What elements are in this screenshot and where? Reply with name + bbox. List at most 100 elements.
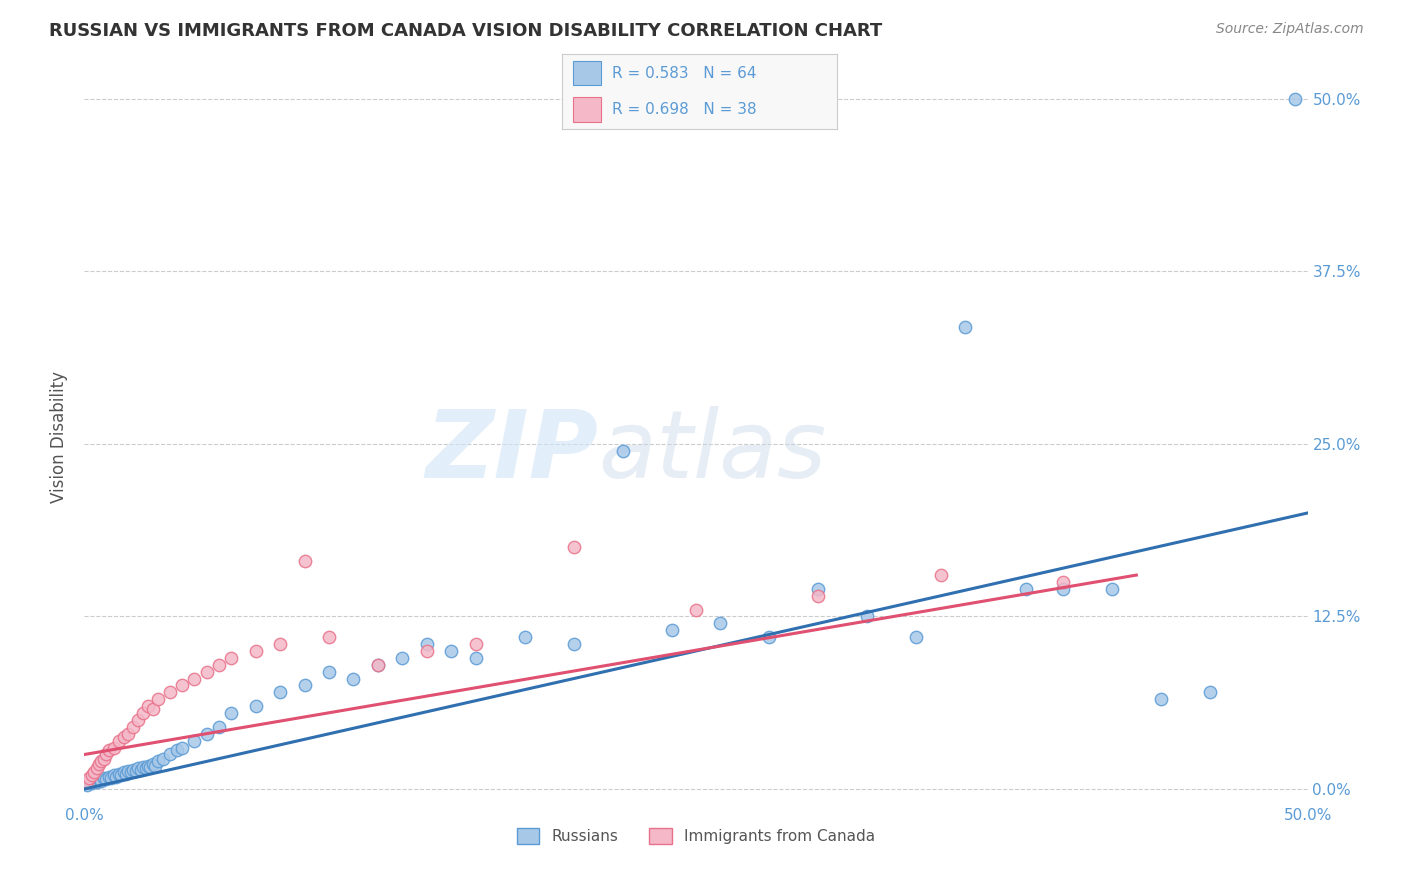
Point <box>96 747 118 762</box>
Point <box>1015 582 1038 596</box>
Point <box>142 702 165 716</box>
Point <box>195 727 218 741</box>
Point <box>97 770 120 784</box>
Point <box>416 644 439 658</box>
Point <box>110 768 132 782</box>
Point <box>294 554 316 568</box>
Point <box>132 760 155 774</box>
Point <box>83 773 105 788</box>
Point <box>709 616 731 631</box>
Point <box>807 582 830 596</box>
Point <box>87 772 110 787</box>
Point <box>139 760 162 774</box>
Point <box>245 644 267 658</box>
Point <box>80 776 103 790</box>
Text: Source: ZipAtlas.com: Source: ZipAtlas.com <box>1216 22 1364 37</box>
Point <box>107 733 129 747</box>
Point <box>269 685 291 699</box>
Point <box>77 775 100 789</box>
Point <box>96 772 118 787</box>
Legend: Russians, Immigrants from Canada: Russians, Immigrants from Canada <box>510 822 882 850</box>
Point <box>1052 574 1074 589</box>
Text: RUSSIAN VS IMMIGRANTS FROM CANADA VISION DISABILITY CORRELATION CHART: RUSSIAN VS IMMIGRANTS FROM CANADA VISION… <box>49 22 883 40</box>
Point <box>269 637 291 651</box>
Point <box>107 767 129 781</box>
Point <box>86 775 108 789</box>
Point <box>391 651 413 665</box>
Point <box>112 730 135 744</box>
Point <box>342 672 364 686</box>
Point <box>159 747 181 762</box>
Point <box>112 765 135 780</box>
Point <box>318 630 340 644</box>
Point <box>115 767 138 781</box>
Point <box>416 637 439 651</box>
Point <box>146 692 169 706</box>
Point <box>120 765 142 780</box>
Point <box>1101 582 1123 596</box>
Point <box>172 740 194 755</box>
Point <box>117 727 139 741</box>
Point <box>208 720 231 734</box>
Text: ZIP: ZIP <box>425 406 598 498</box>
Point <box>136 699 159 714</box>
Point <box>562 637 585 651</box>
Point <box>562 541 585 555</box>
Point <box>464 637 486 651</box>
Point <box>93 751 115 765</box>
Point <box>125 764 148 778</box>
Point <box>1052 582 1074 596</box>
Point <box>86 761 108 775</box>
Point <box>122 720 145 734</box>
Point <box>136 758 159 772</box>
Point <box>513 630 536 644</box>
Point <box>135 761 157 775</box>
Point <box>856 609 879 624</box>
Point <box>219 706 242 720</box>
Point <box>367 657 389 672</box>
Point <box>183 672 205 686</box>
Point <box>807 589 830 603</box>
Point <box>367 657 389 672</box>
Point <box>117 764 139 778</box>
Point <box>90 755 112 769</box>
Point <box>159 685 181 699</box>
Point <box>100 771 122 785</box>
Point <box>318 665 340 679</box>
Point <box>1198 685 1220 699</box>
Point <box>122 763 145 777</box>
Point <box>93 771 115 785</box>
Point <box>905 630 928 644</box>
Point <box>661 624 683 638</box>
Point <box>245 699 267 714</box>
Text: atlas: atlas <box>598 406 827 497</box>
Point <box>1150 692 1173 706</box>
Point <box>97 743 120 757</box>
Bar <box>574 97 600 122</box>
Point <box>219 651 242 665</box>
Point <box>929 568 952 582</box>
Text: R = 0.698   N = 38: R = 0.698 N = 38 <box>612 102 756 117</box>
Point <box>183 733 205 747</box>
Point <box>166 743 188 757</box>
Point <box>1284 92 1306 106</box>
Point <box>103 768 125 782</box>
Point <box>90 773 112 788</box>
Point <box>294 678 316 692</box>
Point <box>103 740 125 755</box>
Point <box>195 665 218 679</box>
Point <box>440 644 463 658</box>
Point <box>132 706 155 720</box>
Point <box>152 751 174 765</box>
Point <box>76 775 98 789</box>
Point <box>953 319 976 334</box>
Point <box>129 763 152 777</box>
Point <box>80 768 103 782</box>
Point <box>146 755 169 769</box>
Point <box>612 443 634 458</box>
Point <box>172 678 194 692</box>
Point <box>758 630 780 644</box>
Point <box>464 651 486 665</box>
Point <box>76 778 98 792</box>
Point <box>143 758 166 772</box>
